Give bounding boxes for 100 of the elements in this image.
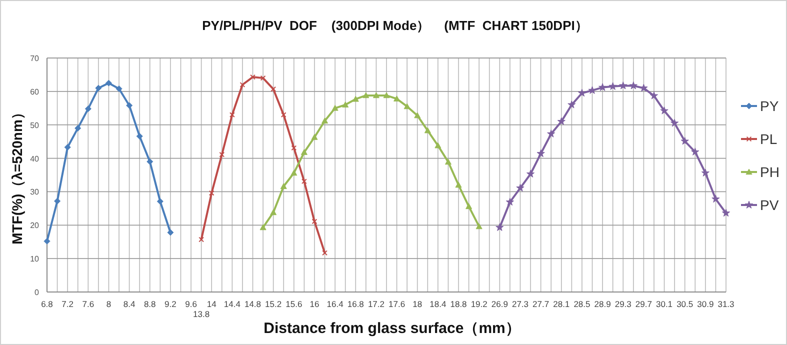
point bbox=[444, 158, 452, 165]
point bbox=[260, 75, 266, 81]
point bbox=[64, 144, 71, 151]
y-tick-label: 60 bbox=[30, 87, 40, 96]
legend-label: PV bbox=[760, 197, 780, 213]
point bbox=[701, 168, 710, 176]
point bbox=[660, 106, 668, 114]
y-tick-label: 10 bbox=[30, 254, 40, 264]
point bbox=[300, 149, 308, 155]
y-tick-label: 0 bbox=[34, 288, 40, 297]
point bbox=[629, 82, 638, 90]
x-tick-label: 13.8 bbox=[193, 309, 210, 319]
point bbox=[608, 82, 617, 90]
point bbox=[167, 229, 174, 236]
y-tick-label: 70 bbox=[30, 54, 40, 63]
point bbox=[136, 132, 143, 140]
point bbox=[54, 198, 61, 204]
point bbox=[44, 238, 50, 244]
x-tick-label: 6.8 bbox=[41, 299, 54, 309]
point bbox=[332, 104, 338, 111]
point bbox=[74, 124, 82, 132]
point bbox=[280, 112, 286, 118]
point bbox=[312, 218, 318, 224]
x-tick-label: 8 bbox=[106, 299, 112, 309]
point bbox=[434, 142, 442, 148]
point bbox=[466, 203, 472, 210]
chart-title: PY/PL/PH/PV DOF (300DPI Mode） (MTF CHART 150DPI） bbox=[202, 18, 588, 33]
point bbox=[383, 92, 390, 98]
x-tick-label: 27.7 bbox=[532, 299, 550, 309]
x-tick-label: 31.3 bbox=[718, 299, 735, 309]
point bbox=[322, 250, 328, 256]
x-tick-label: 8.8 bbox=[144, 299, 156, 309]
x-tick-label: 28.1 bbox=[553, 299, 570, 309]
point bbox=[372, 92, 380, 98]
point bbox=[198, 236, 204, 242]
x-tick-label: 7.6 bbox=[82, 299, 94, 309]
x-tick-label: 28.9 bbox=[594, 299, 612, 309]
x-axis-title: Distance from glass surface（mm） bbox=[264, 320, 520, 337]
x-tick-label: 26.9 bbox=[491, 299, 508, 309]
point bbox=[116, 86, 122, 92]
x-tick-label: 19.2 bbox=[470, 299, 488, 309]
x-tick-label: 15.6 bbox=[286, 299, 302, 309]
point bbox=[670, 118, 679, 127]
point bbox=[146, 158, 154, 165]
x-tick-label: 15.2 bbox=[265, 299, 282, 309]
point bbox=[598, 83, 607, 91]
point bbox=[291, 145, 297, 151]
point bbox=[105, 80, 112, 86]
point bbox=[712, 194, 720, 203]
point bbox=[250, 74, 256, 80]
point bbox=[270, 209, 277, 216]
x-tick-label: 17.2 bbox=[368, 299, 385, 309]
x-tick-label: 7.2 bbox=[62, 299, 74, 309]
point bbox=[722, 208, 730, 217]
point bbox=[352, 96, 359, 102]
point bbox=[414, 112, 421, 118]
line-series bbox=[198, 74, 328, 256]
point bbox=[301, 178, 307, 184]
x-tick-label: 16 bbox=[310, 299, 320, 309]
point bbox=[290, 170, 298, 176]
point bbox=[516, 184, 524, 192]
x-tick-label: 16.8 bbox=[347, 299, 364, 309]
point bbox=[404, 103, 410, 110]
y-tick-label: 40 bbox=[30, 154, 40, 164]
y-tick-label: 30 bbox=[30, 188, 40, 197]
x-tick-label: 9.6 bbox=[185, 299, 198, 309]
x-tick-label: 27.3 bbox=[512, 299, 529, 309]
x-tick-label: 14.4 bbox=[224, 299, 241, 309]
y-tick-label: 50 bbox=[30, 120, 40, 130]
x-tick-label: 28.5 bbox=[574, 299, 591, 309]
legend-label: PL bbox=[760, 131, 778, 147]
point bbox=[126, 102, 133, 109]
x-tick-label: 30.5 bbox=[676, 299, 694, 309]
point bbox=[526, 170, 535, 178]
point bbox=[342, 102, 349, 108]
legend-label: PH bbox=[760, 164, 780, 180]
point bbox=[680, 136, 689, 145]
point bbox=[260, 224, 266, 230]
point bbox=[240, 82, 246, 88]
point bbox=[362, 92, 370, 98]
x-tick-label: 18.4 bbox=[430, 299, 446, 309]
x-tick-label: 14 bbox=[206, 299, 217, 309]
point bbox=[557, 117, 566, 125]
point bbox=[547, 130, 556, 138]
point bbox=[455, 182, 462, 188]
point bbox=[476, 223, 482, 230]
point bbox=[84, 106, 92, 112]
point bbox=[280, 183, 287, 190]
point bbox=[95, 84, 102, 92]
point bbox=[650, 92, 658, 100]
point bbox=[208, 190, 214, 196]
x-tick-label: 29.7 bbox=[635, 299, 652, 309]
x-tick-label: 16.4 bbox=[326, 299, 344, 309]
x-tick-label: 30.1 bbox=[656, 299, 673, 309]
x-tick-label: 14.8 bbox=[244, 299, 262, 309]
point bbox=[496, 223, 504, 231]
legend-label: PY bbox=[760, 98, 780, 114]
point bbox=[619, 82, 628, 90]
x-tick-label: 17.6 bbox=[388, 299, 406, 309]
point bbox=[322, 118, 328, 124]
